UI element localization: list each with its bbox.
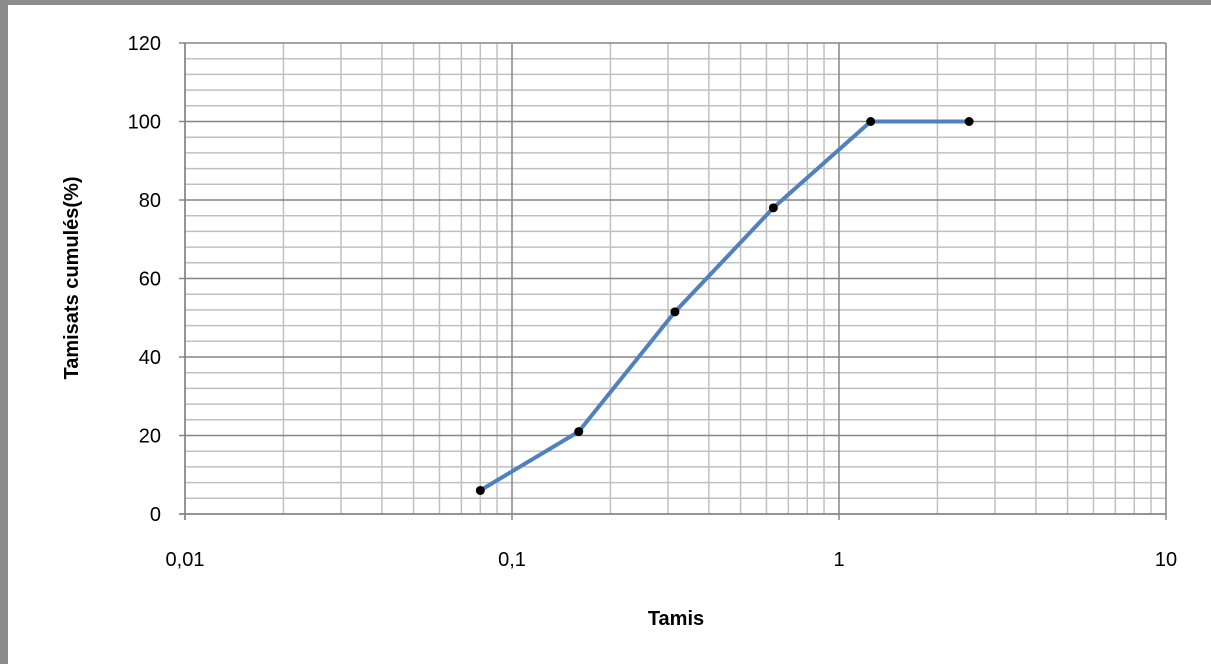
y-tick-label: 60: [139, 269, 161, 291]
axes: [179, 42, 1167, 520]
x-tick-label: 1: [833, 549, 844, 571]
y-tick-label: 20: [139, 426, 161, 448]
series-markers: [475, 117, 974, 495]
y-axis-title: Tamisats cumulés(%): [61, 176, 83, 379]
grid-major: [184, 42, 1167, 515]
y-tick-label: 0: [150, 504, 161, 526]
data-point: [866, 117, 876, 126]
series-lines: [478, 119, 972, 493]
data-point: [964, 117, 974, 126]
data-point: [670, 307, 680, 317]
x-axis-title: Tamis: [648, 608, 704, 630]
x-tick-label: 10: [1155, 549, 1177, 571]
y-tick-label: 80: [139, 190, 161, 212]
x-tick-labels: 0,01 0,1 1 10: [166, 549, 1178, 571]
y-tick-label: 100: [128, 112, 161, 134]
y-tick-labels: 0 20 40 60 80 100 120: [128, 33, 161, 526]
data-point: [768, 203, 778, 213]
data-point: [574, 427, 584, 437]
series-line: [478, 119, 972, 493]
x-tick-label: 0,1: [498, 549, 526, 571]
data-point: [475, 485, 485, 495]
y-tick-label: 120: [128, 33, 161, 55]
x-tick-label: 0,01: [166, 549, 205, 571]
y-tick-label: 40: [139, 347, 161, 369]
